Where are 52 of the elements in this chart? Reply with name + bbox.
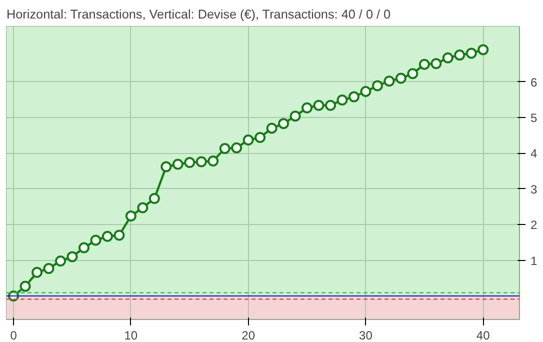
point (32, 266, 43, 278)
x-tick-label: 40 (476, 328, 490, 342)
point (266, 122, 278, 134)
point (20, 280, 31, 292)
point (254, 132, 266, 143)
point (160, 161, 172, 172)
y-tick-label: 2 (530, 218, 538, 232)
point (360, 86, 372, 97)
y-tick-label: 3 (530, 182, 538, 196)
point (43, 262, 54, 274)
point (418, 58, 430, 70)
point (407, 68, 418, 80)
point (302, 102, 313, 114)
point (325, 100, 336, 111)
point (231, 142, 242, 154)
x-tick-label: 30 (359, 328, 373, 342)
point (114, 230, 125, 241)
y-tick-label: 4 (530, 146, 538, 161)
point (219, 143, 230, 154)
point (78, 242, 90, 254)
point (290, 110, 301, 122)
point (466, 48, 477, 59)
point (336, 94, 348, 106)
y-tick-label: 1 (530, 254, 538, 268)
point (242, 134, 254, 146)
point (102, 230, 113, 242)
point (454, 50, 466, 61)
point (184, 156, 196, 168)
point (90, 234, 102, 246)
point (442, 52, 454, 64)
point (430, 58, 442, 70)
y-tick-label: 5 (530, 111, 538, 126)
point (172, 158, 184, 170)
chart-title: Horizontal: Transactions, Vertical: Devise (€), Transactions: 40 / 0 / 0 (6, 8, 391, 22)
point (313, 100, 324, 111)
point (66, 251, 78, 262)
x-tick-label: 10 (124, 328, 138, 342)
point (125, 210, 136, 222)
point (208, 156, 219, 167)
point (196, 156, 207, 168)
y-tick-label: 6 (530, 75, 538, 90)
point (372, 80, 383, 92)
point (395, 72, 406, 84)
point (278, 118, 290, 130)
point (478, 44, 489, 56)
point (148, 193, 160, 204)
point (55, 255, 66, 266)
point (137, 202, 148, 214)
point (384, 76, 395, 87)
x-tick-label: 0 (10, 328, 18, 342)
x-tick-label: 20 (242, 328, 256, 342)
point (348, 91, 360, 102)
